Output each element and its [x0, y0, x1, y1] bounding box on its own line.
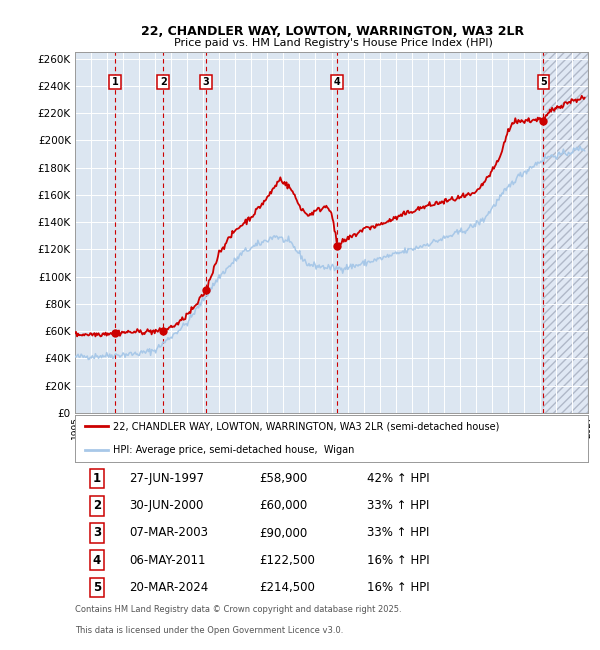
Text: 5: 5 [93, 581, 101, 594]
Text: HPI: Average price, semi-detached house,  Wigan: HPI: Average price, semi-detached house,… [113, 445, 355, 455]
Text: 4: 4 [93, 554, 101, 567]
Text: This data is licensed under the Open Government Licence v3.0.: This data is licensed under the Open Gov… [75, 626, 343, 635]
Bar [544, 52, 588, 413]
Text: 30-JUN-2000: 30-JUN-2000 [129, 499, 203, 512]
Text: 22, CHANDLER WAY, LOWTON, WARRINGTON, WA3 2LR (semi-detached house): 22, CHANDLER WAY, LOWTON, WARRINGTON, WA… [113, 421, 500, 432]
Text: 1: 1 [112, 77, 118, 87]
Text: 4: 4 [334, 77, 340, 87]
Text: 33% ↑ HPI: 33% ↑ HPI [367, 526, 430, 539]
Text: 1: 1 [93, 472, 101, 485]
Text: 06-MAY-2011: 06-MAY-2011 [129, 554, 205, 567]
Text: 5: 5 [540, 77, 547, 87]
Text: 33% ↑ HPI: 33% ↑ HPI [367, 499, 430, 512]
Bar [544, 52, 588, 413]
Text: 42% ↑ HPI: 42% ↑ HPI [367, 472, 430, 485]
Text: 27-JUN-1997: 27-JUN-1997 [129, 472, 204, 485]
Text: 2: 2 [93, 499, 101, 512]
Text: 16% ↑ HPI: 16% ↑ HPI [367, 581, 430, 594]
Text: £214,500: £214,500 [260, 581, 316, 594]
Text: 3: 3 [203, 77, 209, 87]
Text: £58,900: £58,900 [260, 472, 308, 485]
Text: 2: 2 [160, 77, 167, 87]
Text: £60,000: £60,000 [260, 499, 308, 512]
Text: £122,500: £122,500 [260, 554, 316, 567]
Text: £90,000: £90,000 [260, 526, 308, 539]
Text: Price paid vs. HM Land Registry's House Price Index (HPI): Price paid vs. HM Land Registry's House … [173, 38, 493, 47]
Text: 20-MAR-2024: 20-MAR-2024 [129, 581, 208, 594]
Text: 07-MAR-2003: 07-MAR-2003 [129, 526, 208, 539]
Text: 16% ↑ HPI: 16% ↑ HPI [367, 554, 430, 567]
Text: 22, CHANDLER WAY, LOWTON, WARRINGTON, WA3 2LR: 22, CHANDLER WAY, LOWTON, WARRINGTON, WA… [142, 25, 524, 38]
Text: 3: 3 [93, 526, 101, 539]
Text: Contains HM Land Registry data © Crown copyright and database right 2025.: Contains HM Land Registry data © Crown c… [75, 605, 401, 614]
